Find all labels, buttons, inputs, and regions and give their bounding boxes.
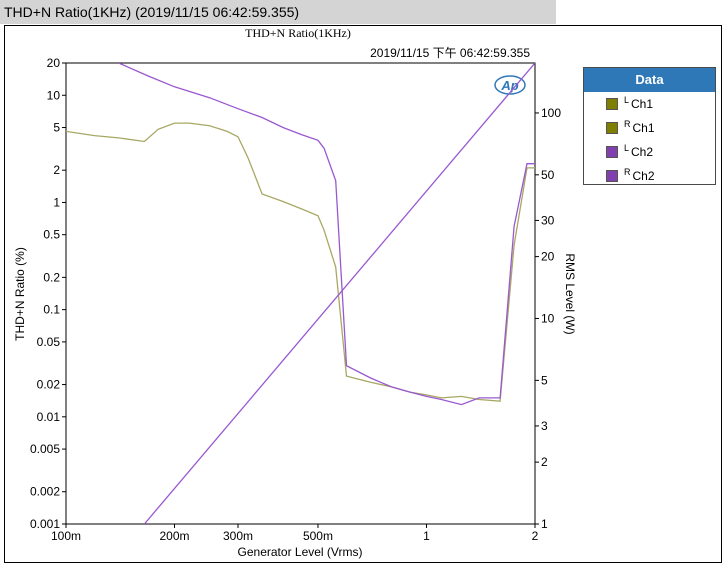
y-tick-label: 0.2 (43, 270, 60, 284)
series-line-1 (118, 63, 535, 406)
series-layer (66, 63, 535, 524)
y-tick-label: 20 (47, 56, 61, 70)
y2-axis-label: RMS Level (W) (563, 253, 577, 334)
y-tick-label: 0.1 (43, 303, 60, 317)
legend-channel-side: L (624, 143, 630, 153)
x-tick-label: 2 (532, 529, 539, 543)
y-tick-label: 10 (47, 88, 61, 102)
window-title: THD+N Ratio(1KHz) (2019/11/15 06:42:59.3… (0, 0, 556, 24)
y-tick-label: 0.05 (37, 335, 61, 349)
x-axis: 100m 200m 300m 500m 1 2 (51, 524, 539, 543)
legend-swatch (606, 98, 618, 110)
legend-channel-side: R (624, 119, 631, 129)
legend-channel-side: L (624, 95, 630, 105)
y2-tick-label: 50 (541, 168, 555, 182)
x-tick-label: 200m (160, 529, 190, 543)
y-axis-label: THD+N Ratio (%) (13, 247, 27, 341)
y-axis-right: 100 50 30 20 10 5 3 2 1 (535, 106, 561, 531)
x-tick-label: 100m (51, 529, 81, 543)
y2-tick-label: 1 (541, 517, 548, 531)
y2-tick-label: 3 (541, 419, 548, 433)
y-tick-label: 2 (53, 163, 60, 177)
legend-item[interactable]: L Ch1 (584, 92, 715, 116)
legend-swatch (606, 146, 618, 158)
x-tick-label: 1 (423, 529, 430, 543)
y-tick-label: 0.01 (37, 410, 61, 424)
legend-header: Data (584, 68, 715, 92)
y2-tick-label: 10 (541, 311, 555, 325)
y2-tick-label: 20 (541, 250, 555, 264)
y-tick-label: 0.005 (30, 442, 60, 456)
legend-swatch (606, 122, 618, 134)
plot-area (65, 62, 536, 525)
y2-tick-label: 100 (541, 106, 561, 120)
series-line-2 (143, 63, 535, 524)
legend-swatch (606, 170, 618, 182)
x-tick-label: 300m (223, 529, 253, 543)
legend-label: Ch2 (631, 145, 654, 159)
ap-logo: Ap (494, 75, 526, 95)
y2-tick-label: 2 (541, 455, 548, 469)
x-axis-label: Generator Level (Vrms) (238, 545, 363, 559)
legend-label: Ch1 (632, 121, 655, 135)
y2-tick-label: 30 (541, 213, 555, 227)
y-tick-label: 0.001 (30, 517, 60, 531)
y-tick-label: 0.002 (30, 485, 60, 499)
ap-logo-text: Ap (500, 78, 518, 93)
y-axis-left: 20 10 5 2 1 0.5 0.2 0.1 0.05 0.02 0.01 0.005 0.002 0.… (30, 56, 66, 531)
legend-label: Ch1 (631, 97, 654, 111)
legend-label: Ch2 (632, 169, 655, 183)
chart-title: THD+N Ratio(1KHz) (245, 26, 351, 40)
legend: Data L Ch1 R Ch1 L Ch2 R Ch2 (583, 67, 716, 185)
y-tick-label: 0.5 (43, 228, 60, 242)
x-tick-label: 500m (303, 529, 333, 543)
legend-item[interactable]: R Ch1 (584, 116, 715, 140)
legend-item[interactable]: R Ch2 (584, 164, 715, 188)
y2-tick-label: 5 (541, 373, 548, 387)
y-tick-label: 1 (53, 195, 60, 209)
y-tick-label: 5 (53, 121, 60, 135)
legend-channel-side: R (624, 167, 631, 177)
chart-subtitle: 2019/11/15 下午 06:42:59.355 (370, 46, 530, 60)
legend-item[interactable]: L Ch2 (584, 140, 715, 164)
series-line-0 (66, 122, 535, 402)
y-tick-label: 0.02 (37, 378, 61, 392)
